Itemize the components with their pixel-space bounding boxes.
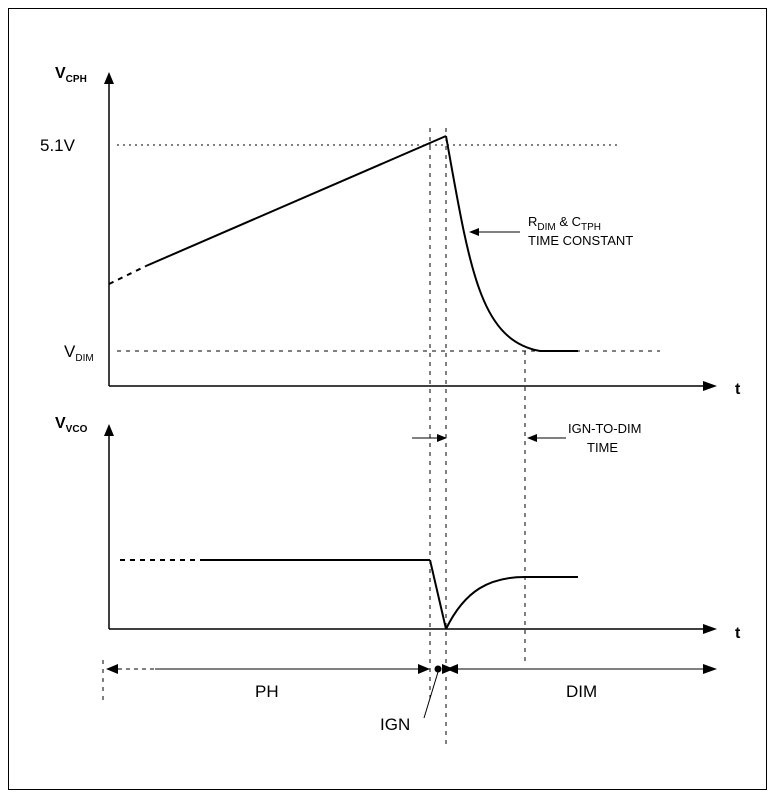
ign-to-dim-label-line2: TIME [587, 440, 618, 455]
dim-left-arrow-icon [446, 664, 458, 674]
phase-ph-label: PH [255, 682, 279, 701]
ph-right-arrow-icon [418, 664, 430, 674]
figure-border [8, 8, 767, 790]
top-x-axis-arrow-icon [703, 381, 717, 391]
top-y-axis-arrow-icon [104, 72, 114, 84]
dim-right-arrow-icon [703, 664, 717, 674]
decay-curve [445, 135, 578, 352]
time-constant-label-line2: TIME CONSTANT [528, 233, 633, 248]
top-y-axis-label: VCPH [55, 65, 87, 85]
bottom-x-axis-label: t [735, 625, 741, 642]
bottom-x-axis-arrow-icon [703, 624, 717, 634]
bottom-y-axis-arrow-icon [104, 424, 114, 436]
bottom-plot: VVCO t IGN-TO-DIM TIME [55, 415, 741, 642]
vco-recovery [445, 576, 578, 630]
bottom-y-axis-label: VVCO [55, 415, 88, 435]
time-constant-label: RDIM & CTPH [528, 214, 601, 233]
level-low-label: VDIM [64, 342, 94, 364]
ign-leader [423, 671, 439, 719]
ign-point [434, 665, 442, 673]
ramp-dashed-start [108, 265, 147, 285]
ign-to-dim-label: IGN-TO-DIM [568, 421, 641, 436]
ph-left-arrow-icon [106, 664, 118, 674]
ramp-rise [145, 135, 447, 267]
vco-fall [429, 559, 447, 630]
phase-ign-label: IGN [380, 715, 410, 734]
phase-dim-label: DIM [566, 682, 597, 701]
level-high-label: 5.1V [40, 136, 76, 155]
phase-timeline: PH IGN DIM [106, 664, 717, 734]
top-x-axis-label: t [735, 381, 741, 398]
top-plot: VCPH t 5.1V VDIM RDIM & CTPH TIME CONSTA… [40, 65, 741, 398]
